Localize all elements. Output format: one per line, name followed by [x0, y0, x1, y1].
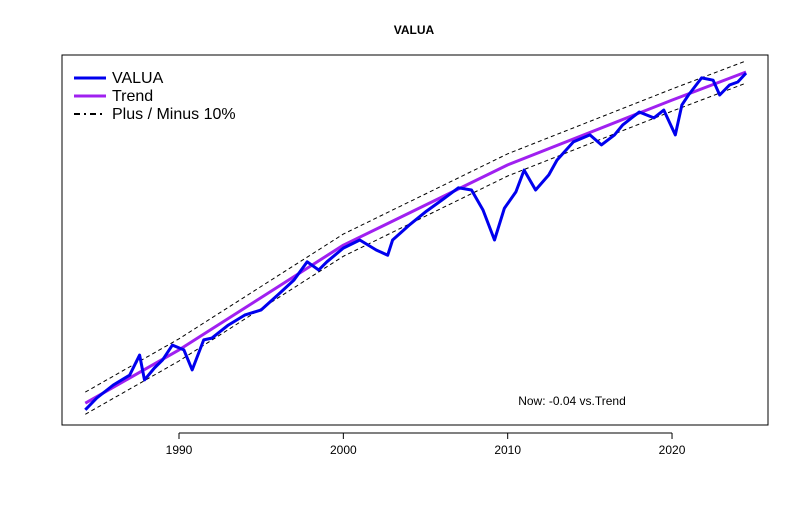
legend-label: Plus / Minus 10% — [112, 106, 236, 123]
upper-band — [85, 60, 747, 393]
x-tick-label: 2010 — [494, 443, 521, 457]
legend-label: VALUA — [112, 70, 164, 87]
annotation: Now: -0.04 vs.Trend — [518, 394, 626, 408]
plot-box — [61, 54, 769, 426]
legend-label: Trend — [112, 88, 153, 105]
x-tick-label: 1990 — [166, 443, 193, 457]
x-tick-label: 2020 — [659, 443, 686, 457]
series-line — [84, 72, 748, 411]
lower-band — [85, 82, 747, 415]
x-tick-label: 2000 — [330, 443, 357, 457]
chart-title: VALUA — [394, 23, 435, 37]
